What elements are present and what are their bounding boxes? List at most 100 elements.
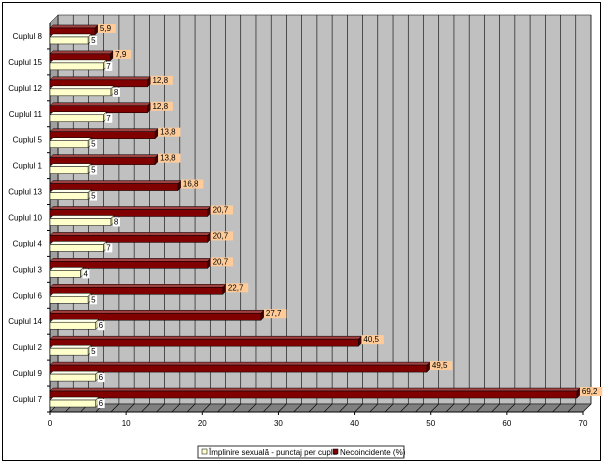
- x-tick-label: 60: [502, 419, 511, 428]
- data-label-bg: [429, 361, 453, 371]
- data-label-bg: [112, 217, 120, 227]
- bar-implinire-sexuala: [49, 166, 89, 174]
- gridline-floor: [567, 403, 576, 413]
- bar-necoincidente: [49, 287, 224, 295]
- gridline-floor: [430, 403, 439, 413]
- data-label-bg: [263, 309, 287, 319]
- x-tick-label: 10: [122, 419, 131, 428]
- data-label-bg: [180, 179, 204, 189]
- data-label-bg: [225, 283, 249, 293]
- x-tick-label: 20: [198, 419, 207, 428]
- x-tick-label: 30: [274, 419, 283, 428]
- category-label: Cuplul 15: [8, 58, 42, 67]
- bar-top-face: [49, 206, 212, 210]
- gridline-floor: [445, 403, 455, 413]
- bar-top-face: [49, 232, 212, 236]
- data-label-implinire: 7: [106, 62, 111, 71]
- bar-top-face: [49, 318, 100, 323]
- bar-necoincidente: [49, 338, 359, 347]
- data-label-implinire: 6: [99, 321, 104, 330]
- data-label-necoincidente: 20,7: [213, 231, 229, 240]
- bar-implinire-sexuala: [49, 88, 112, 97]
- data-label-bg: [158, 153, 181, 163]
- gridline-floor: [110, 403, 120, 413]
- data-label-implinire: 6: [99, 373, 104, 382]
- legend-swatch-implinire: [201, 448, 208, 455]
- data-label-necoincidente: 20,7: [213, 206, 229, 215]
- bar-top-face: [49, 241, 107, 245]
- bar-implinire-sexuala: [49, 114, 104, 123]
- bar-top-face: [49, 396, 100, 401]
- data-label-bg: [97, 373, 105, 383]
- bar-implinire-sexuala: [49, 373, 96, 382]
- category-label: Cuplul 8: [13, 32, 43, 41]
- bar-top-face: [49, 370, 100, 375]
- data-label-necoincidente: 12,8: [152, 76, 168, 85]
- bar-necoincidente: [49, 157, 156, 165]
- data-label-bg: [150, 75, 173, 85]
- gridline-floor: [156, 403, 165, 413]
- data-label-bg: [150, 101, 173, 111]
- data-label-necoincidente: 13,8: [160, 128, 176, 137]
- data-label-bg: [82, 269, 90, 279]
- bar-implinire-sexuala: [49, 62, 104, 71]
- gridline-floor: [293, 403, 302, 413]
- gridline-floor: [537, 403, 546, 413]
- data-label-necoincidente: 5,9: [100, 24, 112, 33]
- data-label-bg: [90, 347, 98, 357]
- gridline-floor: [384, 403, 394, 413]
- bar-top-face: [49, 111, 107, 116]
- data-label-necoincidente: 40,5: [363, 335, 379, 344]
- data-label-necoincidente: 13,8: [160, 154, 176, 163]
- bar-top-face: [49, 258, 212, 262]
- data-label-necoincidente: 27,7: [266, 309, 282, 318]
- gridline-floor: [400, 403, 409, 413]
- bar-necoincidente: [49, 209, 208, 217]
- bar-top-face: [49, 180, 182, 184]
- bar-implinire-sexuala: [49, 36, 89, 45]
- data-label-bg: [210, 257, 234, 267]
- bar-necoincidente: [49, 312, 262, 321]
- gridline-floor: [354, 403, 363, 413]
- bar-top-face: [49, 59, 107, 64]
- category-label: Cuplul 14: [8, 317, 42, 326]
- data-label-implinire: 8: [114, 88, 119, 97]
- data-label-implinire: 5: [91, 166, 96, 175]
- data-label-implinire: 5: [91, 140, 96, 149]
- gridline-floor: [278, 403, 287, 413]
- data-label-necoincidente: 12,8: [152, 102, 168, 111]
- gridline-floor: [308, 403, 318, 413]
- category-label: Cuplul 13: [8, 188, 42, 197]
- data-label-bg: [210, 231, 234, 241]
- gridline-floor: [582, 403, 592, 413]
- x-tick-label: 50: [426, 419, 435, 428]
- x-tick-label: 70: [579, 419, 588, 428]
- data-label-bg: [97, 399, 105, 409]
- bar-top-face: [49, 309, 265, 314]
- gridline-floor: [202, 403, 211, 413]
- data-label-necoincidente: 7,9: [115, 50, 127, 59]
- gridline-floor: [552, 403, 561, 413]
- bar-top-face: [49, 76, 152, 81]
- bar-top-face: [49, 154, 159, 158]
- gridline-floor: [339, 403, 348, 413]
- data-label-bg: [113, 49, 131, 59]
- gridline-floor: [171, 403, 181, 413]
- data-label-necoincidente: 20,7: [213, 257, 229, 266]
- gridline-floor: [369, 403, 379, 413]
- data-label-necoincidente: 16,8: [183, 180, 199, 189]
- bar-top-face: [49, 102, 152, 107]
- data-label-necoincidente: 22,7: [228, 283, 244, 292]
- bar-implinire-sexuala: [49, 399, 96, 408]
- data-label-bg: [90, 35, 98, 45]
- data-label-bg: [90, 295, 98, 305]
- data-label-bg: [97, 23, 116, 33]
- legend-swatch-necoincidente: [332, 448, 339, 455]
- data-label-implinire: 5: [91, 36, 96, 45]
- bar-top-face: [49, 344, 92, 349]
- bar-top-face: [49, 85, 115, 90]
- gridline-floor: [415, 403, 424, 413]
- bar-implinire-sexuala: [49, 321, 96, 330]
- data-label-bg: [90, 139, 98, 149]
